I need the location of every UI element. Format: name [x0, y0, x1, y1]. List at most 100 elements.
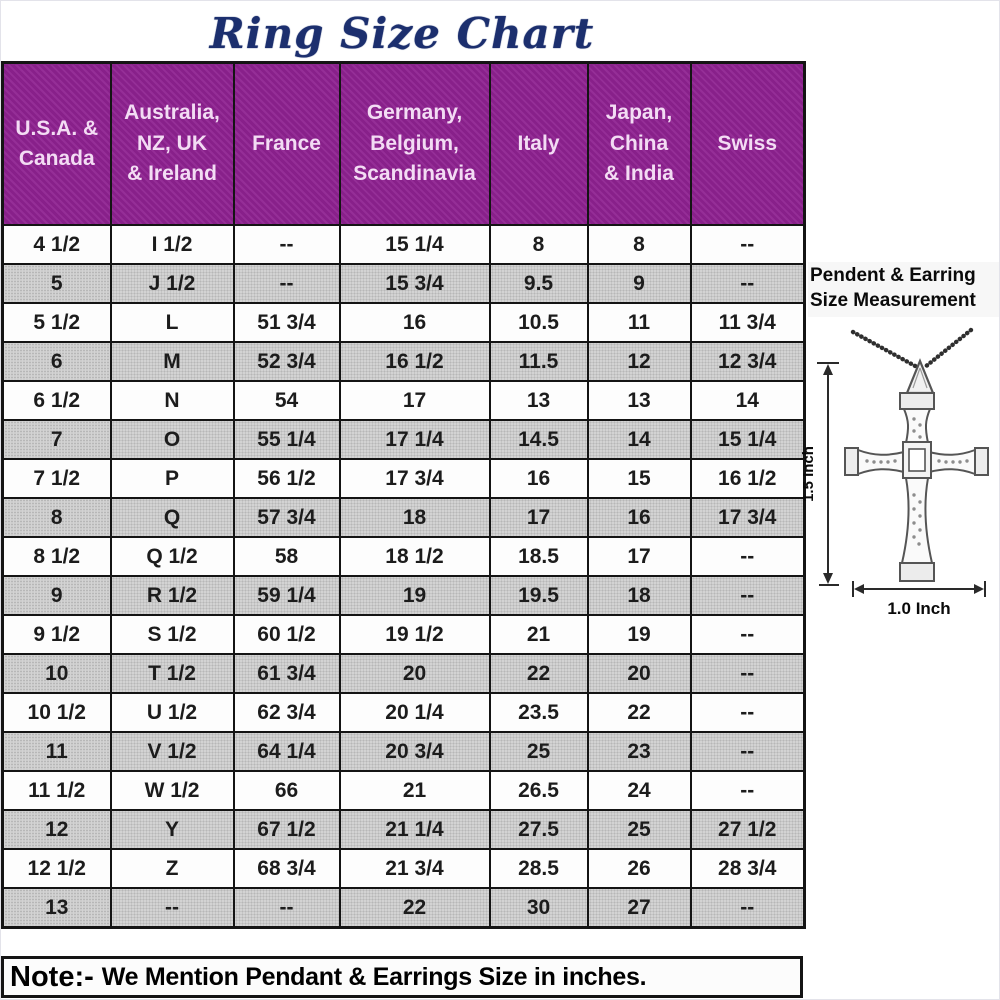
table-cell: 9	[586, 263, 692, 304]
table-cell: 6 1/2	[1, 380, 112, 421]
table-row: 10 T 1/2 61 3/4 20 22 20 --	[1, 653, 806, 694]
table-cell: 13	[1, 887, 112, 929]
table-cell: --	[689, 692, 806, 733]
table-cell: 10	[1, 653, 112, 694]
table-cell: M	[109, 341, 235, 382]
table-cell: 23	[586, 731, 692, 772]
column-header: Germany, Belgium, Scandinavia	[338, 61, 491, 226]
note-prefix: Note:-	[10, 960, 94, 993]
table-cell: 27 1/2	[689, 809, 806, 850]
table-cell: 18.5	[488, 536, 589, 577]
table-cell: 19.5	[488, 575, 589, 616]
table-cell: 28 3/4	[689, 848, 806, 889]
table-cell: 18	[586, 575, 692, 616]
table-cell: 60 1/2	[232, 614, 341, 655]
table-cell: P	[109, 458, 235, 499]
table-cell: --	[689, 731, 806, 772]
table-row: 6 M 52 3/4 16 1/2 11.5 12 12 3/4	[1, 341, 806, 382]
table-cell: 26.5	[488, 770, 589, 811]
table-cell: 10.5	[488, 302, 589, 343]
table-cell: 16 1/2	[689, 458, 806, 499]
table-cell: 16	[488, 458, 589, 499]
table-cell: 6	[1, 341, 112, 382]
table-cell: Y	[109, 809, 235, 850]
table-cell: 16	[586, 497, 692, 538]
table-cell: 17 1/4	[338, 419, 491, 460]
table-cell: 8	[586, 224, 692, 265]
table-cell: 54	[232, 380, 341, 421]
table-cell: --	[689, 224, 806, 265]
table-cell: 11.5	[488, 341, 589, 382]
table-cell: Q	[109, 497, 235, 538]
table-cell: 12	[1, 809, 112, 850]
table-cell: 7	[1, 419, 112, 460]
table-cell: 66	[232, 770, 341, 811]
table-cell: 51 3/4	[232, 302, 341, 343]
table-cell: Q 1/2	[109, 536, 235, 577]
table-row: 5 1/2 L 51 3/4 16 10.5 11 11 3/4	[1, 302, 806, 343]
table-cell: 4 1/2	[1, 224, 112, 265]
table-cell: --	[232, 263, 341, 304]
table-cell: 5	[1, 263, 112, 304]
column-header: Australia, NZ, UK & Ireland	[109, 61, 235, 226]
table-cell: 13	[488, 380, 589, 421]
table-cell: 28.5	[488, 848, 589, 889]
table-cell: 15 1/4	[338, 224, 491, 265]
table-row: 11 V 1/2 64 1/4 20 3/4 25 23 --	[1, 731, 806, 772]
table-cell: N	[109, 380, 235, 421]
table-row: 12 Y 67 1/2 21 1/4 27.5 25 27 1/2	[1, 809, 806, 850]
table-cell: 11	[1, 731, 112, 772]
table-cell: 17	[586, 536, 692, 577]
table-row: 8 Q 57 3/4 18 17 16 17 3/4	[1, 497, 806, 538]
table-cell: 64 1/4	[232, 731, 341, 772]
table-cell: 8	[488, 224, 589, 265]
table-cell: --	[689, 263, 806, 304]
table-cell: 19	[338, 575, 491, 616]
table-row: 12 1/2 Z 68 3/4 21 3/4 28.5 26 28 3/4	[1, 848, 806, 889]
table-cell: 19 1/2	[338, 614, 491, 655]
table-cell: 25	[586, 809, 692, 850]
table-cell: 16	[338, 302, 491, 343]
table-cell: 7 1/2	[1, 458, 112, 499]
table-cell: 17 3/4	[689, 497, 806, 538]
table-cell: 15 3/4	[338, 263, 491, 304]
table-cell: 14	[689, 380, 806, 421]
table-cell: 26	[586, 848, 692, 889]
cross-pendant	[844, 392, 989, 582]
table-cell: 11 1/2	[1, 770, 112, 811]
height-dimension-arrow	[817, 362, 839, 586]
column-header: Swiss	[689, 61, 806, 226]
table-cell: 9	[1, 575, 112, 616]
measurement-heading: Pendent & Earring Size Measurement	[808, 262, 999, 318]
table-cell: I 1/2	[109, 224, 235, 265]
table-cell: 17	[488, 497, 589, 538]
table-row: 11 1/2 W 1/2 66 21 26.5 24 --	[1, 770, 806, 811]
table-cell: --	[689, 536, 806, 577]
table-cell: 59 1/4	[232, 575, 341, 616]
table-cell: O	[109, 419, 235, 460]
table-cell: --	[232, 887, 341, 929]
table-cell: 18	[338, 497, 491, 538]
table-cell: --	[689, 653, 806, 694]
height-label: 1.5 Inch	[801, 446, 817, 502]
table-cell: --	[109, 887, 235, 929]
table-cell: Z	[109, 848, 235, 889]
table-cell: 67 1/2	[232, 809, 341, 850]
table-cell: 52 3/4	[232, 341, 341, 382]
table-cell: 14	[586, 419, 692, 460]
table-cell: 23.5	[488, 692, 589, 733]
table-cell: 57 3/4	[232, 497, 341, 538]
table-cell: 12 3/4	[689, 341, 806, 382]
table-cell: 13	[586, 380, 692, 421]
table-cell: 8 1/2	[1, 536, 112, 577]
table-row: 10 1/2 U 1/2 62 3/4 20 1/4 23.5 22 --	[1, 692, 806, 733]
table-cell: 62 3/4	[232, 692, 341, 733]
table-cell: 68 3/4	[232, 848, 341, 889]
table-cell: W 1/2	[109, 770, 235, 811]
chain-left-icon	[850, 329, 920, 370]
table-cell: 20 1/4	[338, 692, 491, 733]
table-cell: 25	[488, 731, 589, 772]
